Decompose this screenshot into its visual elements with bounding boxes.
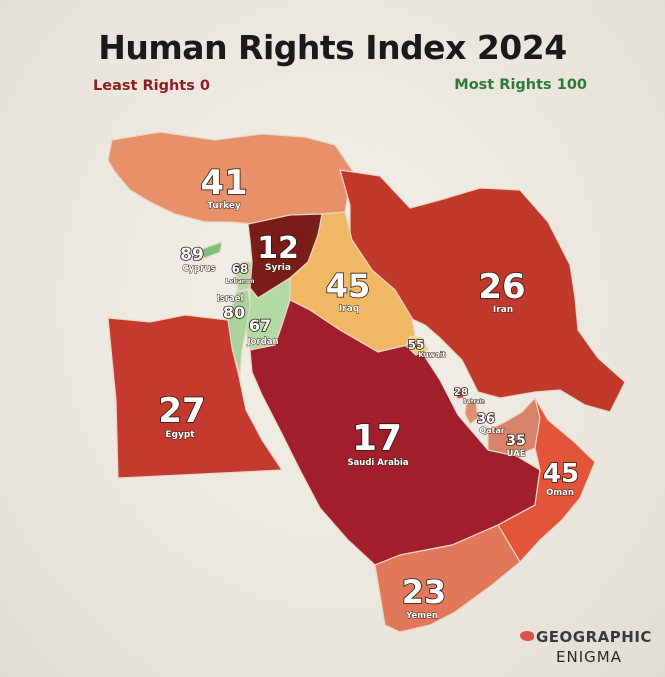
label-iraq: Iraq (339, 304, 359, 314)
page-title: Human Rights Index 2024 (98, 28, 567, 67)
score-jordan: 67 (249, 316, 271, 335)
score-syria: 12 (257, 231, 299, 266)
publisher-logo: GEOGRAPHIC ENIGMA (520, 628, 660, 666)
country-qatar[interactable] (464, 401, 479, 425)
label-uae: UAE (506, 449, 525, 459)
score-egypt: 27 (158, 391, 205, 431)
label-qatar: Qatar (479, 426, 504, 435)
country-cyprus[interactable] (195, 241, 223, 259)
score-israel: 80 (223, 303, 245, 322)
country-egypt[interactable] (107, 314, 283, 479)
score-bahrain: 28 (454, 387, 468, 398)
logo-line1: GEOGRAPHIC (536, 628, 652, 646)
label-saudi-arabia: Saudi Arabia (347, 458, 408, 468)
logo-mark-icon (520, 631, 534, 641)
score-uae: 35 (506, 433, 525, 449)
logo-line2: ENIGMA (556, 648, 622, 666)
country-yemen[interactable] (374, 524, 521, 633)
score-iraq: 45 (326, 267, 371, 305)
label-bahrain: Bahrain (463, 399, 485, 405)
country-lebanon[interactable] (235, 261, 253, 293)
label-kuwait: Kuwait (418, 351, 446, 359)
score-qatar: 36 (477, 412, 495, 427)
score-iran: 26 (478, 267, 525, 307)
country-bahrain[interactable] (455, 390, 465, 400)
label-yemen: Yemen (405, 611, 438, 621)
score-cyprus: 89 (180, 245, 204, 265)
label-turkey: Turkey (207, 201, 241, 211)
legend-min-label: Least Rights 0 (93, 78, 211, 94)
country-kuwait[interactable] (405, 335, 429, 356)
label-egypt: Egypt (165, 430, 195, 440)
label-lebanon: Lebanon (226, 278, 255, 285)
legend-max-label: Most Rights 100 (454, 77, 587, 93)
label-israel: Israel (217, 294, 244, 304)
score-kuwait: 55 (408, 338, 425, 352)
score-oman: 45 (543, 459, 579, 489)
score-turkey: 41 (200, 163, 247, 203)
score-saudi-arabia: 17 (352, 418, 402, 459)
country-oman[interactable] (497, 397, 596, 563)
score-lebanon: 68 (232, 262, 249, 276)
label-jordan: Jordan (246, 337, 278, 347)
score-yemen: 23 (402, 573, 447, 611)
label-iran: Iran (493, 305, 513, 315)
label-syria: Syria (265, 263, 291, 273)
label-oman: Oman (546, 488, 574, 498)
label-cyprus: Cyprus (182, 264, 215, 274)
